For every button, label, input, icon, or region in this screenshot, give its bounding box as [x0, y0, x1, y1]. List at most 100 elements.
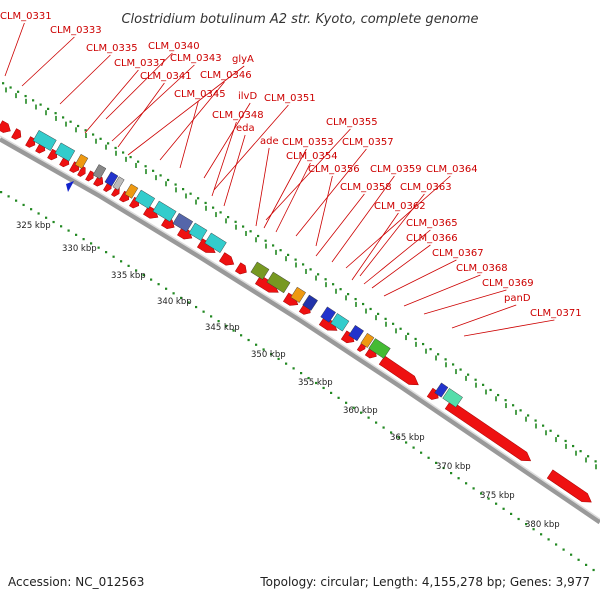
guide-dot	[572, 444, 575, 448]
scale-dot	[262, 348, 265, 351]
guide-dot	[519, 409, 522, 412]
map-title: Clostridium botulinum A2 str. Kyoto, com…	[121, 12, 478, 27]
guide-dot	[377, 312, 380, 316]
guide-dot	[564, 439, 567, 443]
guide-dot	[182, 188, 185, 191]
guide-dot	[167, 178, 170, 182]
label-leader	[275, 162, 311, 233]
scale-dot	[15, 199, 18, 202]
guide-dot	[234, 220, 237, 223]
scale-dot	[322, 386, 325, 390]
scale-dot	[0, 191, 3, 194]
scale-dot	[112, 255, 115, 258]
scale-dot	[300, 372, 303, 375]
guide-dot	[227, 216, 230, 219]
gene-label: CLM_0351	[264, 93, 316, 104]
label-leader	[359, 193, 425, 277]
gene-arrow	[234, 262, 247, 275]
gene-arrow	[177, 226, 193, 240]
scale-dot	[540, 533, 543, 536]
feature-block	[152, 200, 177, 222]
backbone-highlight	[0, 135, 600, 520]
accession-text: Accession: NC_012563	[8, 575, 145, 589]
guide-dot	[392, 322, 395, 325]
guide-dot	[542, 424, 545, 427]
scale-dot	[360, 411, 363, 414]
feature-block	[330, 313, 350, 332]
gene-label: CLM_0364	[426, 164, 478, 175]
guide-dot	[489, 388, 492, 392]
scale-dot	[247, 338, 250, 342]
scale-dot	[577, 558, 580, 561]
gene-label: CLM_0357	[342, 137, 394, 148]
scale-dot	[345, 401, 348, 404]
label-leader	[117, 82, 165, 148]
guide-dot	[249, 230, 252, 233]
guide-dot	[24, 94, 27, 98]
scale-dot	[217, 320, 220, 323]
feature-block	[348, 325, 364, 342]
label-leader	[111, 64, 195, 142]
guide-dot	[324, 278, 327, 281]
label-leader	[331, 175, 395, 263]
scale-dot	[480, 492, 483, 495]
guide-dot	[54, 112, 57, 115]
genome-backbone	[0, 135, 600, 525]
scale-dot	[67, 229, 70, 232]
scale-dot	[412, 446, 415, 449]
guide-dot	[137, 160, 140, 163]
label-leader	[4, 22, 25, 77]
feature-block	[104, 171, 119, 187]
scale-dot	[405, 441, 408, 444]
scale-dot	[352, 406, 355, 409]
scale-dot	[465, 482, 468, 485]
gene-arrow	[77, 165, 86, 177]
guide-dot	[287, 253, 290, 257]
gene-label: CLM_0340	[148, 41, 200, 52]
kbp-tick-label: 345 kbp	[205, 323, 240, 333]
kbp-tick-label: 375 kbp	[480, 491, 515, 501]
feature-block	[302, 294, 318, 311]
feature-block	[368, 338, 391, 359]
scale-dot	[150, 278, 153, 281]
scale-dot	[45, 216, 48, 219]
gene-arrow	[11, 128, 22, 140]
gene-label: CLM_0348	[212, 110, 264, 121]
scale-dot	[330, 391, 333, 394]
feature-block	[92, 164, 107, 180]
guide-dot	[407, 332, 410, 335]
guide-dot	[302, 263, 305, 266]
guide-dot	[549, 429, 552, 432]
label-leader	[345, 175, 451, 269]
scale-dot	[570, 553, 573, 556]
gene-arrow	[85, 170, 94, 182]
guide-dot	[2, 82, 5, 85]
guide-dot	[347, 293, 350, 296]
scale-dot	[127, 264, 130, 267]
gene-label: CLM_0353	[282, 137, 334, 148]
kbp-tick-label: 355 kbp	[298, 378, 333, 388]
guide-dot	[242, 225, 245, 228]
kbp-tick-label: 340 kbp	[157, 297, 192, 307]
guide-dot	[459, 368, 462, 371]
guide-dot	[159, 174, 162, 177]
gc-skew-track	[5, 87, 597, 470]
gene-label: ade	[260, 136, 279, 147]
guide-dot	[467, 373, 470, 376]
scale-dot	[180, 296, 183, 299]
gene-labels: CLM_0331 CLM_0333 CLM_0335 CLM_0340 CLM_0337…	[0, 11, 582, 337]
gene-arrow	[218, 252, 235, 266]
gene-arrow	[0, 120, 11, 133]
guide-dot	[594, 460, 597, 463]
label-leader	[403, 274, 481, 307]
gene-arrow	[378, 355, 419, 386]
scale-dot	[307, 376, 310, 380]
feature-block	[320, 306, 336, 323]
kbp-tick-label: 335 kbp	[111, 271, 146, 281]
guide-dot	[317, 273, 320, 276]
gene-label: CLM_0365	[406, 218, 458, 229]
label-leader	[84, 69, 139, 134]
label-leader	[371, 244, 431, 289]
feature-block	[204, 232, 227, 253]
scale-dot	[472, 487, 475, 490]
